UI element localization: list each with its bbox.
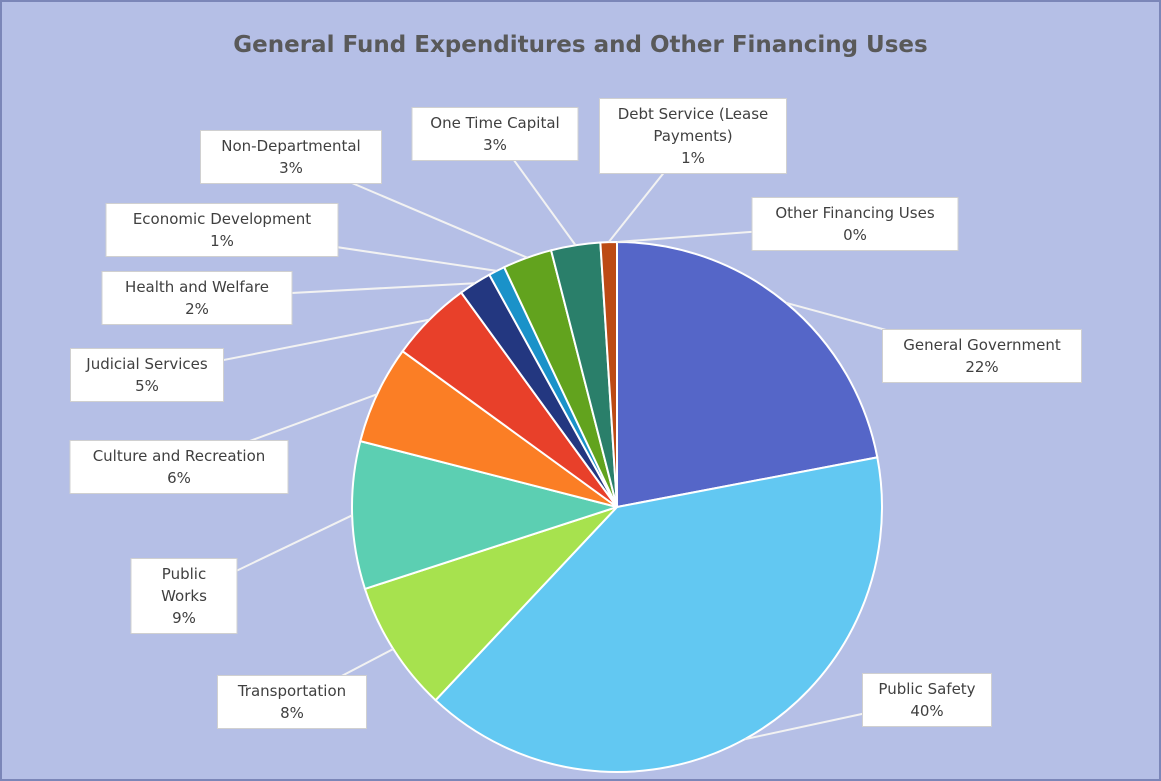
data-label: One Time Capital 3%	[411, 107, 579, 161]
data-label: Non-Departmental 3%	[200, 130, 382, 184]
category-label: Transportation	[237, 682, 347, 700]
value-label: 3%	[279, 159, 303, 177]
chart-title: General Fund Expenditures and Other Fina…	[233, 32, 928, 58]
category-label: Other Financing Uses	[775, 204, 935, 222]
data-label: Debt Service (Lease Payments) 1%	[599, 98, 787, 174]
value-label: 6%	[167, 469, 191, 487]
data-label: Public Works 9%	[130, 558, 238, 634]
value-label: 3%	[483, 136, 507, 154]
category-label: Judicial Services	[86, 355, 208, 373]
data-label: Other Financing Uses 0%	[751, 197, 959, 251]
value-label: 1%	[210, 232, 234, 250]
value-label: 2%	[185, 300, 209, 318]
category-label: Culture and Recreation	[92, 447, 266, 465]
category-label: One Time Capital	[430, 114, 560, 132]
category-label: General Government	[903, 336, 1061, 354]
pie-slice	[616, 240, 879, 509]
category-label: Debt Service (Lease Payments)	[617, 105, 769, 145]
category-label: Non-Departmental	[221, 137, 361, 155]
category-label: Economic Development	[132, 210, 312, 228]
data-label: Health and Welfare 2%	[101, 271, 293, 325]
value-label: 9%	[172, 609, 196, 627]
data-label: General Government 22%	[882, 329, 1082, 383]
data-label: Economic Development 1%	[105, 203, 339, 257]
value-label: 5%	[135, 377, 159, 395]
value-label: 1%	[681, 149, 705, 167]
data-label: Public Safety 40%	[862, 673, 992, 727]
category-label: Public Safety	[878, 680, 976, 698]
category-label: Public Works	[161, 565, 207, 605]
category-label: Health and Welfare	[125, 278, 269, 296]
value-label: 8%	[280, 704, 304, 722]
value-label: 40%	[910, 702, 944, 720]
data-label: Judicial Services 5%	[70, 348, 224, 402]
value-label: 0%	[843, 226, 867, 244]
data-label: Culture and Recreation 6%	[69, 440, 289, 494]
value-label: 22%	[965, 358, 999, 376]
data-label: Transportation 8%	[217, 675, 367, 729]
